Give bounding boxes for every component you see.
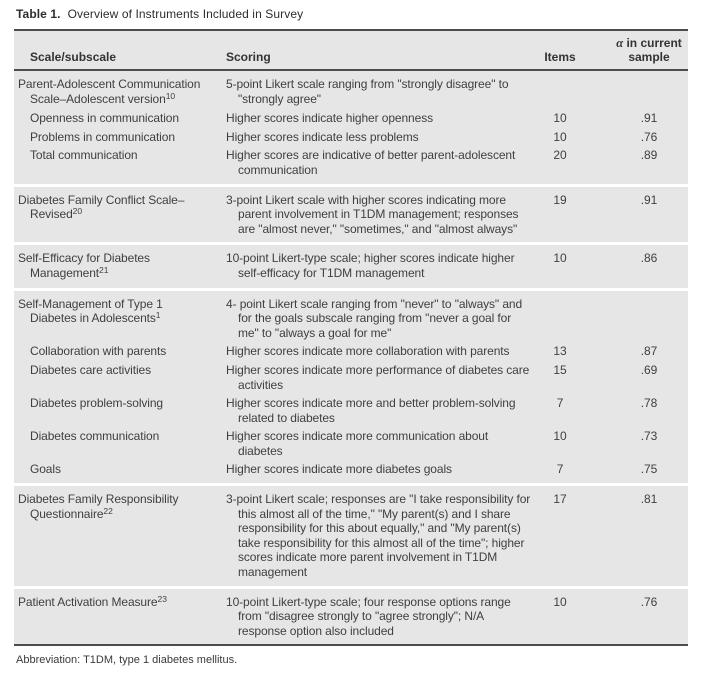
- items-cell: 10: [553, 129, 567, 144]
- table-section: Patient Activation Measure23 10-point Li…: [14, 588, 688, 645]
- scoring-cell: Higher scores indicate less problems: [226, 129, 419, 144]
- table-section: Self-Efficacy for Diabetes Management21 …: [14, 245, 688, 288]
- scale-cell: Diabetes Family Conflict Scale–Revised20: [18, 192, 185, 222]
- alpha-cell: [588, 77, 688, 107]
- alpha-cell: .73: [640, 429, 658, 444]
- table-section: Diabetes Family Responsibility Questionn…: [14, 486, 688, 586]
- reference-superscript: 10: [165, 90, 176, 101]
- table-row: Diabetes care activities Higher scores i…: [14, 361, 688, 394]
- alpha-cell: [588, 297, 688, 341]
- scale-cell: Diabetes care activities: [30, 362, 151, 377]
- table-section: Self-Management of Type 1 Diabetes in Ad…: [14, 290, 688, 484]
- scoring-cell: 3-point Likert scale with higher scores …: [226, 192, 519, 236]
- items-cell: [532, 297, 588, 341]
- instruments-table: Scale/subscale Scoring Items α in curren…: [14, 29, 688, 647]
- reference-superscript: 21: [99, 264, 109, 275]
- scale-cell: Goals: [30, 462, 61, 477]
- table-row: Parent-Adolescent Communication Scale–Ad…: [14, 75, 688, 109]
- scoring-cell: 3-point Likert scale; responses are "I t…: [226, 492, 531, 580]
- table-row: Collaboration with parents Higher scores…: [14, 342, 688, 361]
- items-cell: [532, 77, 588, 107]
- items-cell: 19: [553, 192, 567, 207]
- alpha-cell: .86: [640, 251, 658, 266]
- items-cell: 10: [553, 429, 567, 444]
- alpha-cell: .69: [640, 362, 658, 377]
- table-row: Self-Efficacy for Diabetes Management21 …: [14, 249, 688, 283]
- items-cell: 7: [556, 396, 564, 411]
- scale-cell: Parent-Adolescent Communication Scale–Ad…: [18, 77, 201, 106]
- table-caption: Overview of Instruments Included in Surv…: [67, 7, 304, 21]
- table-row: Problems in communication Higher scores …: [14, 128, 688, 147]
- items-cell: 10: [553, 251, 567, 266]
- scoring-cell: Higher scores indicate more communicatio…: [226, 429, 489, 458]
- col-header-scale: Scale/subscale: [30, 49, 117, 64]
- scale-cell: Openness in communication: [30, 111, 179, 126]
- alpha-cell: .76: [640, 129, 658, 144]
- col-header-items: Items: [544, 49, 576, 64]
- alpha-cell: .89: [640, 148, 658, 163]
- reference-superscript: 20: [72, 206, 83, 217]
- page: Table 1. Overview of Instruments Included…: [14, 7, 688, 667]
- reference-superscript: 22: [103, 505, 113, 516]
- items-cell: 20: [553, 148, 567, 163]
- scoring-cell: 10-point Likert-type scale; higher score…: [226, 251, 515, 280]
- alpha-cell: .76: [640, 594, 658, 609]
- scale-cell: Self-Efficacy for Diabetes Management21: [18, 251, 150, 280]
- table-header-row: Scale/subscale Scoring Items α in curren…: [14, 29, 688, 71]
- table-row: Self-Management of Type 1 Diabetes in Ad…: [14, 295, 688, 343]
- reference-superscript: 23: [157, 593, 167, 604]
- table-title: Table 1. Overview of Instruments Included…: [16, 7, 688, 22]
- reference-superscript: 1: [155, 310, 161, 321]
- table-section: Parent-Adolescent Communication Scale–Ad…: [14, 71, 688, 184]
- items-cell: 13: [553, 344, 567, 359]
- scale-cell: Collaboration with parents: [30, 344, 167, 359]
- alpha-symbol: α: [616, 36, 624, 50]
- scoring-cell: 10-point Likert-type scale; four respons…: [226, 594, 511, 638]
- scale-cell: Self-Management of Type 1 Diabetes in Ad…: [18, 296, 163, 326]
- scoring-cell: Higher scores indicate more diabetes goa…: [226, 462, 452, 477]
- scale-cell: Total communication: [30, 148, 138, 163]
- table-body: Parent-Adolescent Communication Scale–Ad…: [14, 71, 688, 645]
- scoring-cell: Higher scores indicate more performance …: [226, 362, 530, 392]
- table-row: Patient Activation Measure23 10-point Li…: [14, 593, 688, 641]
- col-header-scoring: Scoring: [226, 49, 271, 64]
- scoring-cell: Higher scores are indicative of better p…: [226, 148, 516, 177]
- alpha-label: in current sample: [623, 36, 682, 64]
- table-row: Goals Higher scores indicate more diabet…: [14, 460, 688, 479]
- alpha-cell: .78: [640, 396, 658, 411]
- alpha-cell: .75: [640, 462, 658, 477]
- scale-cell: Diabetes Family Responsibility Questionn…: [18, 492, 179, 521]
- scale-cell: Patient Activation Measure23: [18, 593, 167, 609]
- alpha-cell: .91: [640, 192, 658, 207]
- table-row: Total communication Higher scores are in…: [14, 146, 688, 179]
- table-row: Diabetes Family Conflict Scale–Revised20…: [14, 191, 688, 239]
- items-cell: 10: [553, 111, 567, 126]
- items-cell: 7: [556, 462, 564, 477]
- table-row: Openness in communication Higher scores …: [14, 109, 688, 128]
- items-cell: 15: [553, 362, 567, 377]
- scoring-cell: Higher scores indicate more and better p…: [226, 396, 516, 425]
- scoring-cell: 4- point Likert scale ranging from "neve…: [226, 296, 523, 340]
- table-row: Diabetes problem-solving Higher scores i…: [14, 394, 688, 427]
- scale-cell: Problems in communication: [30, 129, 175, 144]
- alpha-cell: .91: [640, 111, 658, 126]
- items-cell: 10: [553, 594, 567, 609]
- scoring-cell: 5-point Likert scale ranging from "stron…: [226, 77, 509, 106]
- scale-cell: Diabetes communication: [30, 429, 160, 444]
- table-section: Diabetes Family Conflict Scale–Revised20…: [14, 186, 688, 243]
- alpha-cell: .81: [640, 492, 658, 507]
- items-cell: 17: [553, 492, 567, 507]
- table-row: Diabetes Family Responsibility Questionn…: [14, 490, 688, 582]
- table-row: Diabetes communication Higher scores ind…: [14, 427, 688, 460]
- table-number: Table 1.: [16, 7, 61, 21]
- scoring-cell: Higher scores indicate higher openness: [226, 111, 433, 126]
- table-footnote: Abbreviation: T1DM, type 1 diabetes mell…: [16, 654, 238, 667]
- col-header-alpha: α in current sample: [588, 36, 688, 64]
- alpha-cell: .87: [640, 344, 658, 359]
- scale-cell: Diabetes problem-solving: [30, 396, 163, 411]
- scoring-cell: Higher scores indicate more collaboratio…: [226, 344, 510, 359]
